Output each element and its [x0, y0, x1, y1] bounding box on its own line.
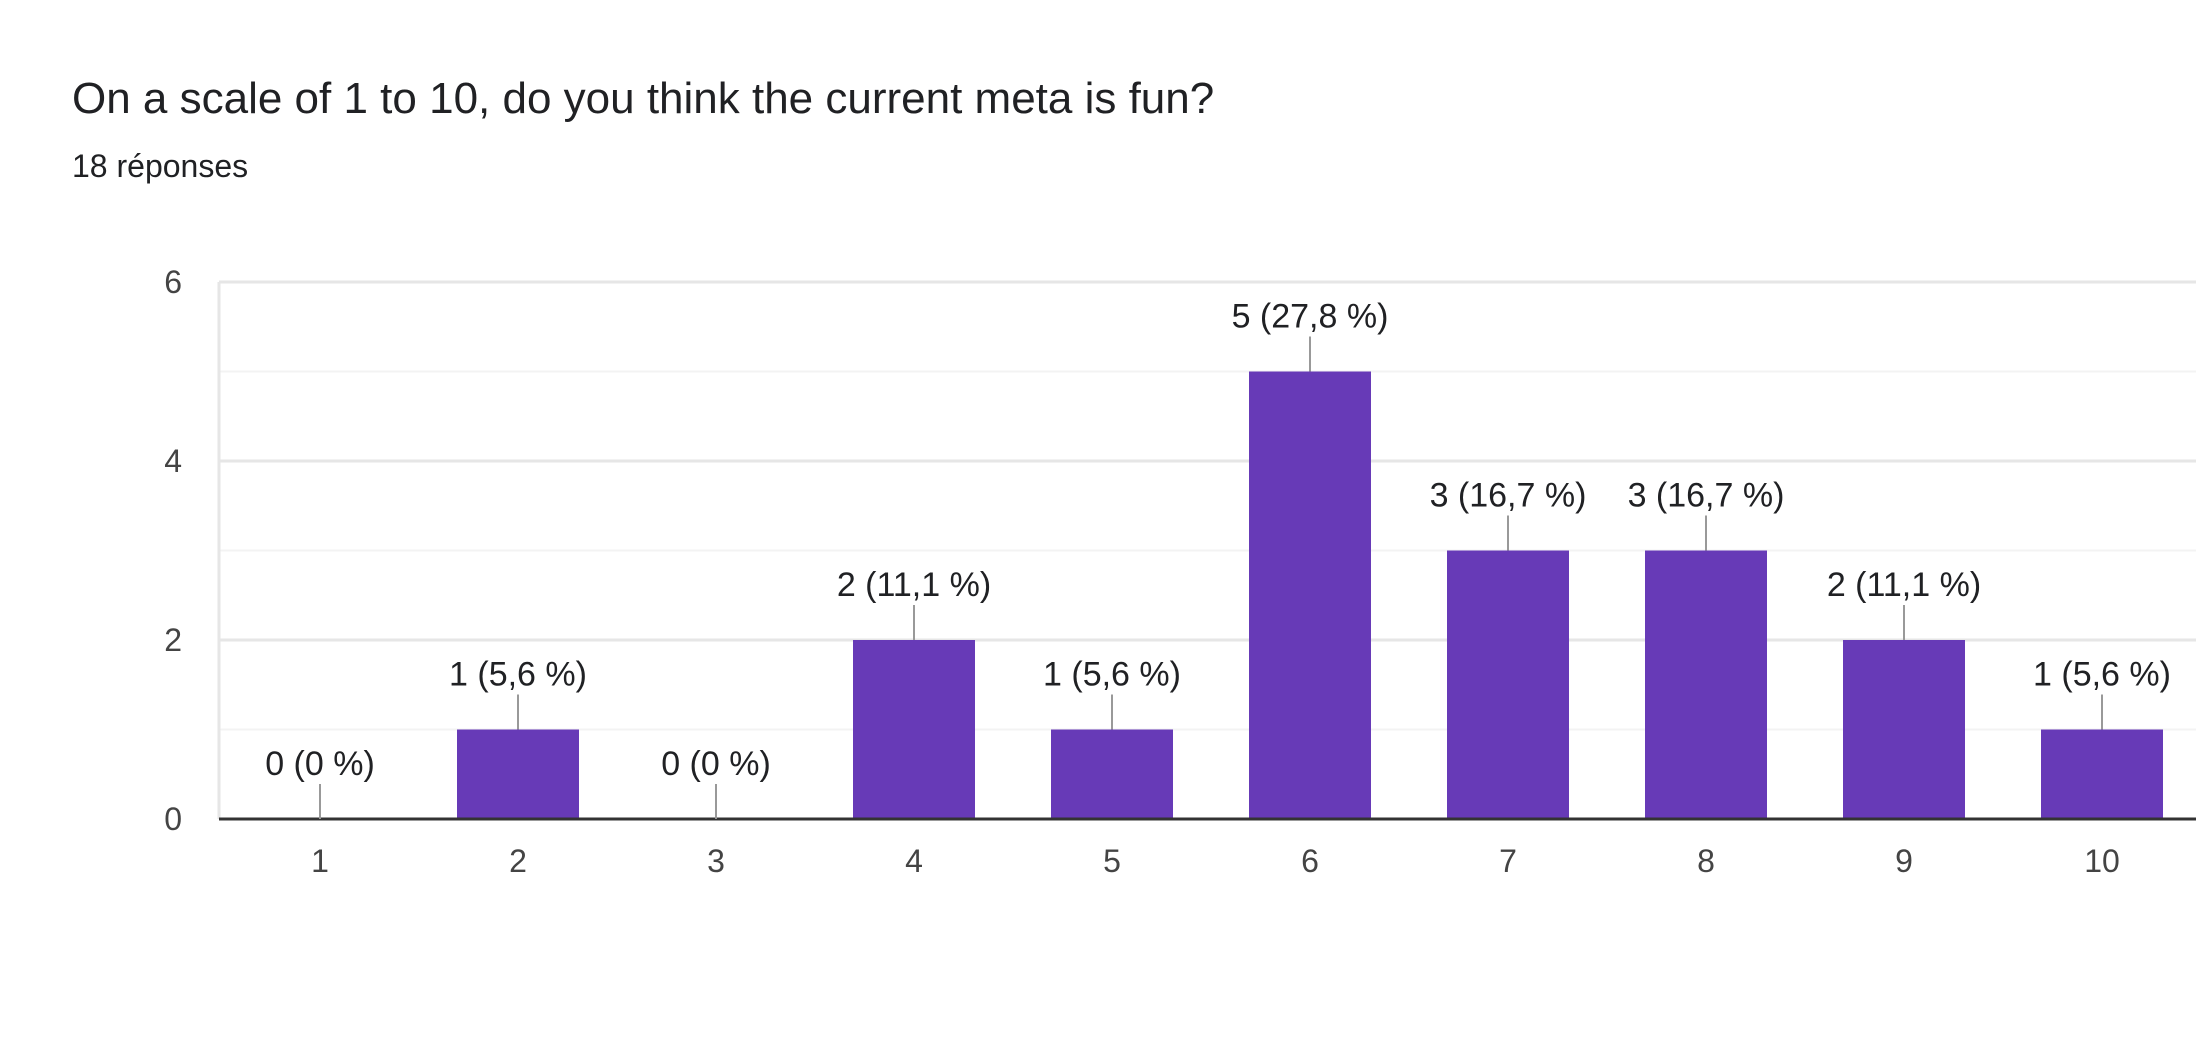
bar: [1843, 640, 1965, 819]
bar: [853, 640, 975, 819]
x-tick-label: 8: [1697, 843, 1715, 879]
labels: 0 (0 %) 1 (5,6 %) 0 (0 %) 2 (11,1 %) 1 (5,6 …: [265, 298, 2171, 819]
x-tick-label: 9: [1895, 843, 1913, 879]
data-label: 3 (16,7 %): [1430, 477, 1587, 515]
bar: [1645, 550, 1767, 819]
axes: 0 2 4 6 1 2 3 4 5 6 7 8 9 10: [164, 264, 2196, 879]
bar: [457, 729, 579, 819]
bars: [457, 371, 2163, 819]
x-tick-label: 6: [1301, 843, 1319, 879]
bar: [1447, 550, 1569, 819]
bar: [1051, 729, 1173, 819]
x-tick-label: 1: [311, 843, 329, 879]
y-tick-label: 6: [164, 264, 182, 300]
data-label: 1 (5,6 %): [1043, 656, 1181, 694]
data-label: 3 (16,7 %): [1628, 477, 1785, 515]
x-tick-label: 10: [2084, 843, 2120, 879]
y-tick-label: 2: [164, 622, 182, 658]
y-tick-label: 0: [164, 801, 182, 837]
data-label: 1 (5,6 %): [2033, 656, 2171, 694]
x-tick-label: 5: [1103, 843, 1121, 879]
data-label: 0 (0 %): [661, 745, 771, 783]
y-tick-label: 4: [164, 443, 182, 479]
data-label: 5 (27,8 %): [1232, 298, 1389, 336]
bar: [1249, 371, 1371, 819]
chart-title: On a scale of 1 to 10, do you think the …: [72, 74, 1215, 123]
x-tick-label: 3: [707, 843, 725, 879]
data-label: 0 (0 %): [265, 745, 375, 783]
response-count: 18 réponses: [72, 148, 249, 184]
data-label: 2 (11,1 %): [837, 566, 991, 604]
data-label: 1 (5,6 %): [449, 656, 587, 694]
data-label: 2 (11,1 %): [1827, 566, 1981, 604]
bar: [2041, 729, 2163, 819]
x-tick-label: 7: [1499, 843, 1517, 879]
x-tick-label: 2: [509, 843, 527, 879]
x-tick-label: 4: [905, 843, 923, 879]
